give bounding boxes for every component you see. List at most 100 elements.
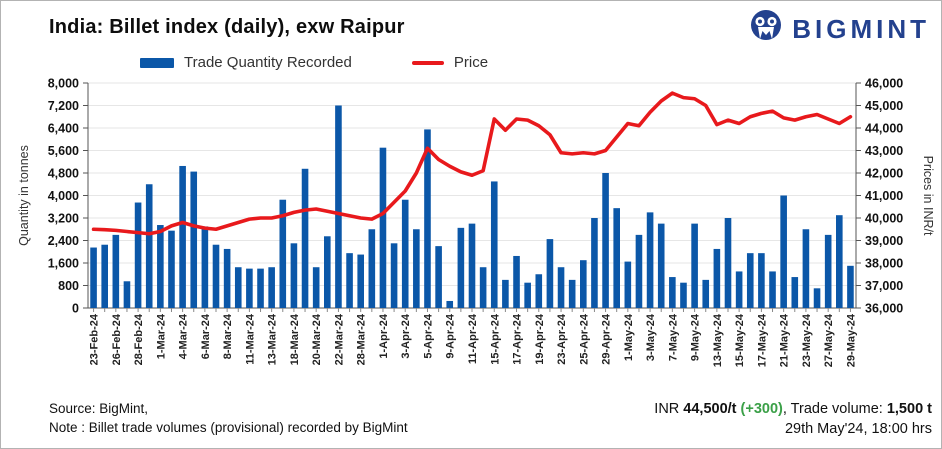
trade-quantity-bar (791, 277, 799, 308)
x-axis-tick-label: 29-May-24 (845, 313, 857, 367)
trade-quantity-bar (468, 223, 476, 308)
x-axis-tick-label: 13-Mar-24 (267, 313, 279, 365)
left-axis-tick-label: 3,200 (48, 212, 79, 226)
x-axis-tick-label: 1-Mar-24 (155, 313, 167, 359)
trade-quantity-bar (568, 279, 576, 308)
trade-quantity-bar (735, 271, 743, 308)
x-axis-tick-label: 4-Mar-24 (178, 313, 190, 359)
x-axis-tick-label: 28-Feb-24 (133, 313, 145, 365)
right-axis-tick-label: 40,000 (865, 212, 903, 226)
currency-prefix: INR (654, 401, 684, 417)
trade-quantity-bar (646, 212, 654, 308)
trade-quantity-bar (234, 267, 242, 308)
trade-quantity-bar (847, 265, 854, 308)
trade-quantity-bar (580, 260, 587, 308)
x-axis-tick-label: 28-Mar-24 (356, 313, 368, 365)
right-axis-tick-label: 46,000 (865, 77, 903, 91)
left-axis-tick-label: 4,800 (48, 167, 79, 181)
trade-quantity-bar (179, 165, 186, 308)
x-axis-tick-label: 11-Apr-24 (467, 313, 479, 364)
trade-quantity-bar (457, 227, 465, 308)
x-axis-tick-label: 17-May-24 (756, 313, 768, 367)
trade-quantity-bar (669, 277, 676, 308)
trade-quantity-bar (624, 261, 632, 308)
trade-quantity-bar (190, 171, 198, 308)
left-axis-tick-label: 1,600 (48, 257, 79, 271)
trade-quantity-bar (435, 246, 442, 308)
footer-notes: Source: BigMint, Note : Billet trade vol… (49, 399, 408, 437)
trade-quantity-bar (335, 105, 342, 308)
current-price: 44,500/t (683, 401, 737, 417)
price-summary-line: INR 44,500/t (+300), Trade volume: 1,500… (654, 399, 932, 419)
x-axis-tick-label: 22-Mar-24 (333, 313, 345, 365)
trade-quantity-bar (591, 218, 598, 308)
right-axis-tick-label: 36,000 (865, 302, 903, 316)
trade-quantity-bar (324, 236, 331, 308)
x-axis-tick-label: 23-Feb-24 (89, 313, 101, 365)
x-axis-tick-label: 9-May-24 (690, 313, 702, 361)
trade-quantity-bar (769, 271, 776, 308)
left-axis-title: Quantity in tonnes (17, 145, 31, 246)
x-axis-tick-label: 25-Apr-24 (578, 313, 590, 365)
right-axis-tick-label: 39,000 (865, 234, 903, 248)
legend-label-price: Price (453, 54, 489, 71)
trade-quantity-bar (513, 255, 520, 308)
separator: , (782, 401, 791, 417)
x-axis-tick-label: 26-Feb-24 (111, 313, 123, 365)
x-axis-tick-label: 9-Apr-24 (445, 313, 457, 359)
x-axis-tick-label: 6-Mar-24 (200, 313, 212, 359)
x-axis-tick-label: 15-May-24 (734, 313, 746, 367)
trade-quantity-bar (312, 267, 320, 308)
x-axis-tick-label: 5-Apr-24 (422, 313, 434, 359)
x-axis-tick-label: 13-May-24 (712, 313, 724, 367)
x-axis-tick-label: 21-May-24 (779, 313, 791, 367)
trade-quantity-bar (112, 234, 120, 308)
x-axis-tick-label: 8-Mar-24 (222, 313, 234, 359)
x-axis-tick-label: 27-May-24 (823, 313, 835, 367)
trade-quantity-bar (824, 234, 832, 308)
left-axis-tick-label: 4,000 (48, 189, 79, 203)
left-axis-tick-label: 2,400 (48, 234, 79, 248)
chart-legend: Trade Quantity Recorded Price (140, 54, 488, 71)
trade-quantity-bar (758, 253, 765, 308)
trade-quantity-bar (401, 199, 409, 308)
trade-quantity-bar (836, 215, 843, 308)
x-axis-tick-label: 11-Mar-24 (244, 313, 256, 365)
right-axis-title: Prices in INR/t (921, 156, 935, 236)
trade-quantity-bar (802, 229, 810, 308)
legend-item-price: Price (411, 54, 489, 71)
line-swatch-icon (411, 60, 444, 65)
trade-quantity-bar (268, 267, 275, 308)
page-title: India: Billet index (daily), exw Raipur (49, 16, 405, 38)
trade-quantity-bar (168, 230, 175, 308)
trade-quantity-bar (379, 147, 387, 308)
trade-quantity-bar (101, 244, 108, 308)
x-axis-tick-label: 15-Apr-24 (489, 313, 501, 365)
x-axis-tick-label: 20-Mar-24 (311, 313, 323, 365)
trade-quantity-bar (413, 229, 420, 308)
x-axis-tick-label: 3-May-24 (645, 313, 657, 361)
note-text: Note : Billet trade volumes (provisional… (49, 420, 408, 435)
right-axis-tick-label: 42,000 (865, 167, 903, 181)
timestamp: 29th May'24, 18:00 hrs (784, 421, 932, 437)
bar-swatch-icon (140, 57, 174, 68)
x-axis-tick-label: 18-Mar-24 (289, 313, 301, 365)
left-axis-tick-label: 6,400 (48, 122, 79, 136)
trade-quantity-bar (813, 288, 821, 308)
trade-volume: 1,500 t (886, 401, 932, 417)
trade-quantity-bar (257, 268, 264, 308)
trade-quantity-bar (123, 281, 131, 308)
trade-quantity-bar (157, 225, 164, 308)
bigmint-logo-text: BIGMINT (792, 14, 930, 44)
trade-quantity-bar (702, 279, 710, 308)
left-axis-tick-label: 7,200 (48, 99, 79, 113)
trade-quantity-bar (145, 184, 153, 308)
trade-quantity-bar (290, 243, 298, 308)
trade-quantity-bar (546, 239, 554, 308)
right-axis-tick-label: 41,000 (865, 189, 903, 203)
right-axis-tick-label: 43,000 (865, 144, 903, 158)
trade-quantity-bar (635, 234, 643, 308)
trade-quantity-bar (602, 173, 609, 308)
trade-quantity-bar (212, 244, 220, 308)
